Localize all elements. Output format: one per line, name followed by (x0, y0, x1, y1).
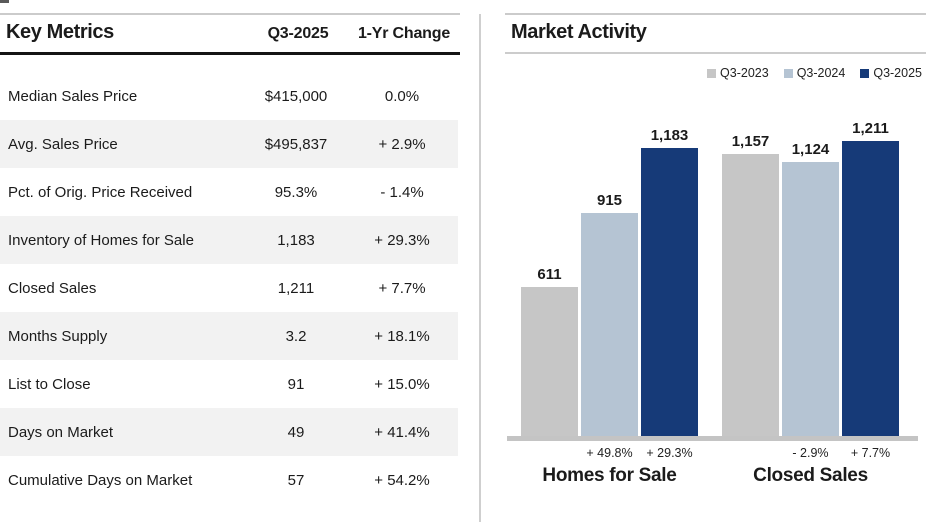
x-axis-line (507, 436, 918, 441)
key-metrics-header: Key Metrics Q3-2025 1-Yr Change (0, 21, 460, 55)
metric-label: Cumulative Days on Market (8, 471, 193, 489)
metric-value: 95.3% (274, 183, 318, 201)
bar-chart: 611 915 1,183 + 49.8% + 29.3% Homes for S… (505, 116, 926, 486)
bar-column: 915 (581, 192, 638, 436)
legend-swatch-icon (860, 68, 870, 78)
group-label: Homes for Sale (542, 465, 677, 486)
table-row: Pct. of Orig. Price Received 95.3% - 1.4… (0, 168, 458, 216)
metric-change: 0.0% (384, 87, 420, 105)
legend-label: Q3-2025 (873, 66, 922, 80)
left-panel-top-rule (0, 13, 460, 15)
table-row: List to Close 91 + 15.0% (0, 360, 458, 408)
legend-label: Q3-2024 (796, 66, 846, 80)
bar-value-label: 1,157 (731, 133, 770, 150)
metric-label: List to Close (8, 375, 91, 393)
bar-column: 611 (521, 266, 578, 436)
metric-label: Days on Market (8, 423, 114, 441)
metric-value: 57 (287, 471, 305, 489)
metric-label: Pct. of Orig. Price Received (8, 183, 193, 201)
metric-change: + 54.2% (374, 471, 430, 489)
metric-value: 3.2 (285, 327, 307, 345)
metric-change: + 29.3% (374, 231, 430, 249)
metric-value: 1,183 (277, 231, 315, 249)
metric-value: $415,000 (264, 87, 328, 105)
metric-label: Inventory of Homes for Sale (8, 231, 194, 249)
bar (842, 141, 899, 436)
pct-change-label: + 29.3% (646, 446, 693, 460)
bar-column: 1,124 (782, 141, 839, 436)
metric-label: Avg. Sales Price (8, 135, 118, 153)
chart-group: 1,157 1,124 1,211 - 2.9% + 7.7% Closed Sa… (722, 116, 899, 487)
pct-row: - 2.9% + 7.7% (722, 446, 899, 460)
pct-change-label (722, 446, 779, 460)
bars-row: 1,157 1,124 1,211 (722, 116, 899, 436)
metric-change: + 2.9% (378, 135, 426, 153)
pct-change-label: + 7.7% (850, 446, 891, 460)
key-metrics-panel: Key Metrics Q3-2025 1-Yr Change Median S… (0, 0, 460, 522)
legend-label: Q3-2023 (720, 66, 769, 80)
group-label: Closed Sales (753, 465, 868, 486)
bar (782, 162, 839, 436)
panel-divider (479, 14, 481, 522)
table-row: Cumulative Days on Market 57 + 54.2% (0, 456, 458, 504)
metric-label: Median Sales Price (8, 87, 138, 105)
legend-item: Q3-2024 (783, 66, 846, 80)
column-header-quarter: Q3-2025 (267, 25, 329, 42)
legend-swatch-icon (707, 68, 717, 78)
table-row: Median Sales Price $415,000 0.0% (0, 72, 458, 120)
chart-groups: 611 915 1,183 + 49.8% + 29.3% Homes for S… (521, 116, 899, 487)
pct-change-label (521, 446, 578, 460)
metric-change: + 7.7% (378, 279, 426, 297)
column-header-change: 1-Yr Change (357, 25, 451, 42)
chart-group: 611 915 1,183 + 49.8% + 29.3% Homes for S… (521, 116, 698, 487)
metric-value: 91 (287, 375, 305, 393)
bar-value-label: 1,211 (852, 120, 889, 137)
table-row: Closed Sales 1,211 + 7.7% (0, 264, 458, 312)
bar (722, 154, 779, 436)
pct-row: + 49.8% + 29.3% (521, 446, 698, 460)
table-row: Inventory of Homes for Sale 1,183 + 29.3… (0, 216, 458, 264)
bar-value-label: 915 (596, 192, 623, 209)
table-row: Days on Market 49 + 41.4% (0, 408, 458, 456)
metric-change: + 41.4% (374, 423, 430, 441)
bar-value-label: 1,124 (791, 141, 830, 158)
right-panel-top-rule (505, 13, 926, 15)
top-left-artifact (0, 0, 9, 3)
metric-value: 1,211 (277, 279, 315, 297)
metric-change: + 18.1% (374, 327, 430, 345)
metrics-table: Median Sales Price $415,000 0.0% Avg. Sa… (0, 72, 458, 504)
chart-legend: Q3-2023 Q3-2024 Q3-2025 (505, 66, 926, 80)
bar-column: 1,211 (842, 120, 899, 436)
bar-column: 1,157 (722, 133, 779, 436)
bar-value-label: 1,183 (650, 127, 689, 144)
bar-value-label: 611 (537, 266, 562, 283)
bar (521, 287, 578, 436)
legend-item: Q3-2023 (707, 66, 769, 80)
table-row: Months Supply 3.2 + 18.1% (0, 312, 458, 360)
metric-label: Months Supply (8, 327, 108, 345)
market-activity-title: Market Activity (511, 21, 647, 43)
bar (641, 148, 698, 436)
metric-value: 49 (287, 423, 305, 441)
pct-change-label: + 49.8% (586, 446, 633, 460)
metric-value: $495,837 (264, 135, 328, 153)
market-activity-header: Market Activity (505, 21, 926, 54)
market-activity-panel: Market Activity Q3-2023 Q3-2024 Q3-2025 … (505, 0, 926, 522)
legend-swatch-icon (783, 68, 793, 78)
key-metrics-title: Key Metrics (6, 21, 114, 43)
metric-label: Closed Sales (8, 279, 97, 297)
bar (581, 213, 638, 436)
metric-change: - 1.4% (380, 183, 424, 201)
bars-row: 611 915 1,183 (521, 116, 698, 436)
legend-item: Q3-2025 (860, 66, 922, 80)
table-row: Avg. Sales Price $495,837 + 2.9% (0, 120, 458, 168)
metric-change: + 15.0% (374, 375, 430, 393)
pct-change-label: - 2.9% (792, 446, 829, 460)
bar-column: 1,183 (641, 127, 698, 436)
